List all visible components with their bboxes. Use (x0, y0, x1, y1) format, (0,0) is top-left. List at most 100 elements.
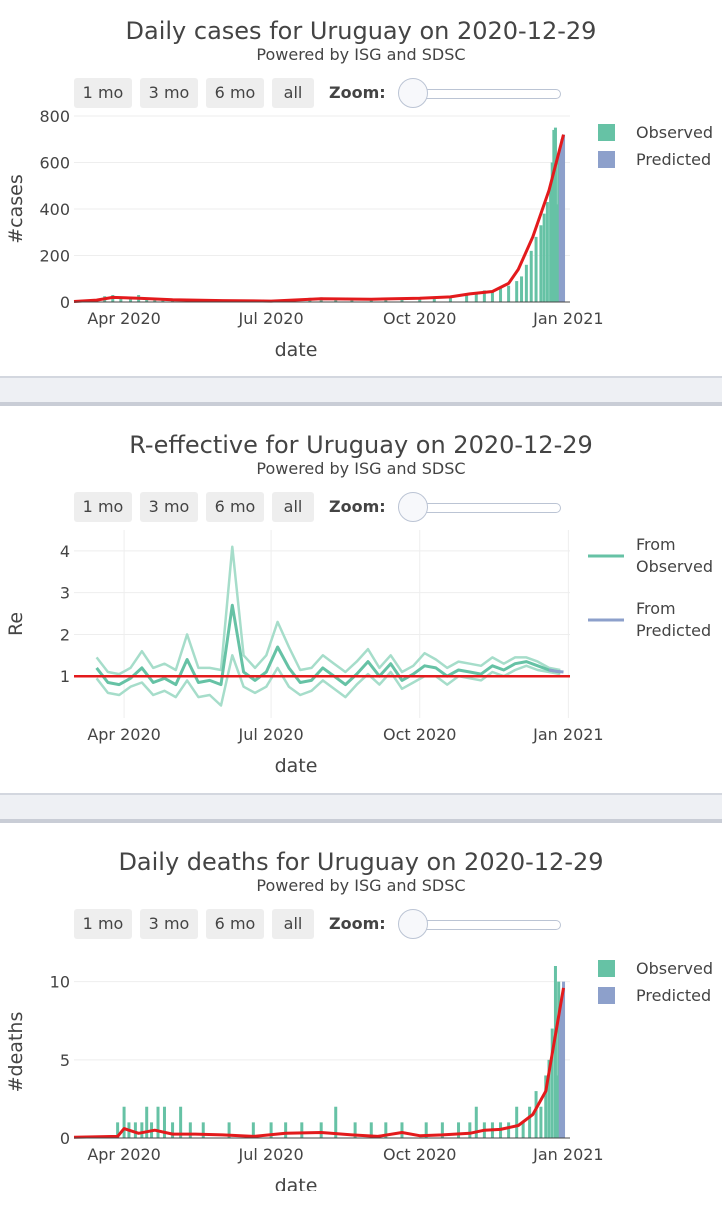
chart-title: R-effective for Uruguay on 2020-12-29 (129, 431, 593, 459)
range-button-all[interactable]: all (272, 492, 314, 522)
chart-title: Daily cases for Uruguay on 2020-12-29 (125, 17, 597, 45)
bar-observed (553, 966, 557, 1138)
bar-observed (542, 213, 546, 302)
bar-observed (269, 1122, 273, 1138)
bar-observed (161, 299, 165, 302)
bar-observed (544, 1075, 548, 1138)
bar-observed (116, 1122, 120, 1138)
zoom-label: Zoom: (329, 914, 386, 933)
y-tick-label: 800 (39, 107, 70, 126)
bar-observed (369, 1122, 373, 1138)
bar-observed (156, 1106, 160, 1138)
bar-observed (550, 162, 554, 302)
chart-subtitle: Powered by ISG and SDSC (256, 45, 466, 64)
x-tick-label: Oct 2020 (383, 725, 456, 744)
bar-observed (553, 127, 557, 302)
bar-observed (129, 297, 133, 302)
legend-label: Predicted (636, 986, 711, 1005)
series-line-observed (95, 603, 561, 687)
re-chart-svg: 1 2 3 4 Apr 2020 Jul 2020 Oct 2020 Jan 2021 date… (5, 530, 713, 777)
bar-observed (534, 1091, 538, 1138)
x-tick-label: Jan 2021 (532, 725, 603, 744)
bar-observed (162, 1106, 166, 1138)
x-tick-label: Oct 2020 (383, 309, 456, 328)
bar-observed (557, 981, 561, 1138)
cases-chart-svg: 0 200 400 600 800 Apr 2020 Jul 2020 Oct 2020 Jan… (5, 107, 713, 361)
bar-observed (334, 1106, 338, 1138)
bar-observed (534, 236, 538, 302)
legend-swatch-observed (598, 960, 615, 977)
band-upper-line (95, 545, 561, 676)
y-tick-label: 0 (60, 1129, 70, 1148)
x-tick-label: Jul 2020 (238, 1145, 304, 1164)
range-button-3mo[interactable]: 3 mo (140, 78, 198, 108)
bar-observed (153, 299, 157, 302)
range-button-all[interactable]: all (272, 78, 314, 108)
y-tick-label: 5 (60, 1051, 70, 1070)
bar-observed (300, 1122, 304, 1138)
x-tick-label: Jan 2021 (532, 1145, 603, 1164)
bar-observed (122, 1106, 126, 1138)
x-tick-label: Apr 2020 (87, 1145, 160, 1164)
bar-observed (171, 1122, 175, 1138)
bar-observed (119, 296, 123, 302)
range-button-3mo[interactable]: 3 mo (140, 492, 198, 522)
panel-divider (0, 376, 722, 406)
fit-line (73, 134, 565, 303)
bar-observed (179, 1106, 183, 1138)
bar-observed (549, 185, 553, 302)
zoom-label: Zoom: (329, 497, 386, 516)
bar-observed (482, 290, 486, 302)
bar-observed (457, 1122, 461, 1138)
bar-observed (507, 285, 511, 302)
bar-observed (499, 288, 503, 302)
legend-swatch-observed (598, 124, 615, 141)
bar-observed (550, 1028, 554, 1138)
bar-predicted (560, 139, 564, 302)
y-axis-label: Re (5, 612, 27, 636)
legend-label: Observed (636, 557, 713, 576)
bar-observed (440, 1122, 444, 1138)
zoom-slider-handle[interactable] (398, 909, 428, 939)
zoom-slider-handle[interactable] (398, 492, 428, 522)
y-tick-label: 0 (60, 293, 70, 312)
bar-observed (145, 1106, 149, 1138)
bar-observed (384, 1122, 388, 1138)
bar-observed (529, 250, 533, 302)
bar-observed (547, 1059, 551, 1138)
bar-observed (465, 295, 469, 302)
series-line-predicted (548, 668, 564, 674)
x-axis-label: date (275, 339, 318, 361)
bar-observed (188, 1122, 192, 1138)
range-button-all[interactable]: all (272, 909, 314, 939)
bar-observed (384, 299, 388, 302)
x-tick-label: Oct 2020 (383, 1145, 456, 1164)
chart-subtitle: Powered by ISG and SDSC (256, 876, 466, 895)
range-button-1mo[interactable]: 1 mo (74, 492, 132, 522)
zoom-slider-handle[interactable] (398, 78, 428, 108)
bar-observed (227, 1122, 231, 1138)
re-chart-panel: R-effective for Uruguay on 2020-12-29 Po… (0, 414, 722, 788)
bar-observed (140, 1122, 144, 1138)
legend-label: Observed (636, 123, 713, 142)
x-tick-label: Apr 2020 (87, 309, 160, 328)
x-tick-label: Jul 2020 (238, 725, 304, 744)
chart-subtitle: Powered by ISG and SDSC (256, 459, 466, 478)
bar-observed (557, 155, 561, 302)
range-button-6mo[interactable]: 6 mo (206, 492, 264, 522)
range-button-3mo[interactable]: 3 mo (140, 909, 198, 939)
bar-observed (555, 204, 559, 302)
bar-observed (251, 1122, 255, 1138)
range-button-1mo[interactable]: 1 mo (74, 78, 132, 108)
bar-observed (539, 1106, 543, 1138)
bar-observed (515, 1106, 519, 1138)
bar-observed (353, 1122, 357, 1138)
legend-label: From (636, 535, 676, 554)
range-button-6mo[interactable]: 6 mo (206, 909, 264, 939)
legend-label: Predicted (636, 621, 711, 640)
range-button-6mo[interactable]: 6 mo (206, 78, 264, 108)
y-tick-label: 10 (50, 973, 70, 992)
range-button-1mo[interactable]: 1 mo (74, 909, 132, 939)
y-tick-label: 1 (60, 667, 70, 686)
legend-label: Predicted (636, 150, 711, 169)
